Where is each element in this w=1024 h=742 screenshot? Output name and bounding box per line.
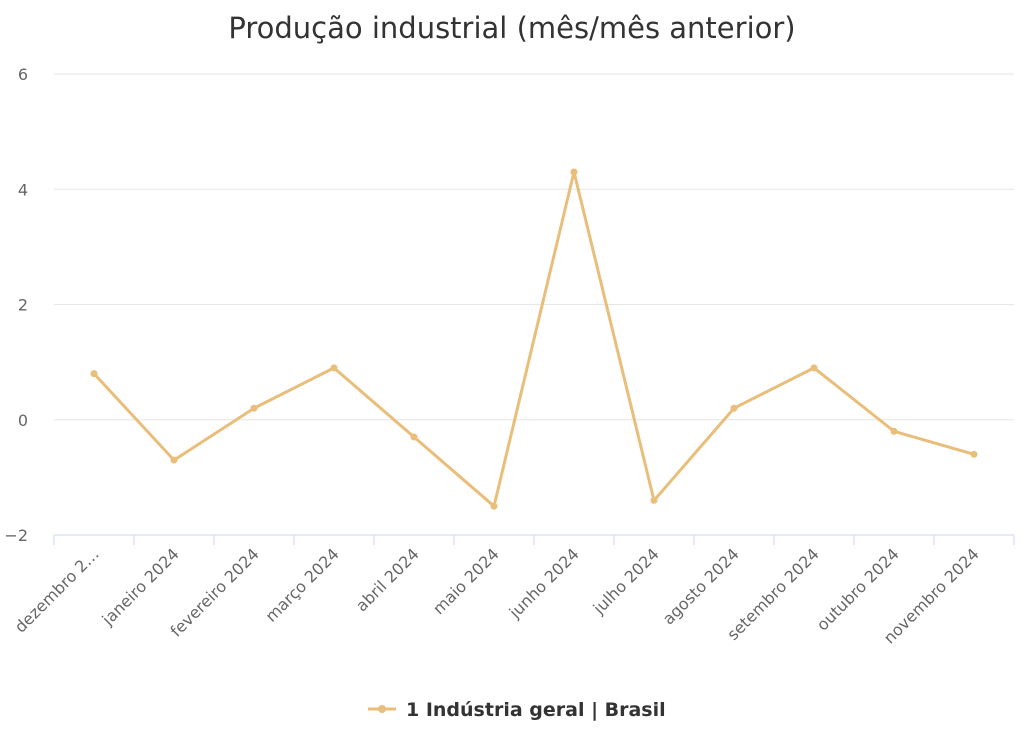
x-tick-label: outubro 2024 <box>813 544 903 634</box>
data-point <box>810 364 818 372</box>
data-point <box>890 427 898 435</box>
y-tick-label: −2 <box>4 526 28 545</box>
data-point <box>650 496 658 504</box>
data-point <box>170 456 178 464</box>
data-point <box>730 404 738 412</box>
y-tick-label: 2 <box>18 296 28 315</box>
x-tick-label: agosto 2024 <box>659 544 743 628</box>
x-tick-label: dezembro 2… <box>11 544 103 636</box>
data-point <box>410 433 418 441</box>
y-tick-label: 0 <box>18 411 28 430</box>
data-point <box>570 168 578 176</box>
legend[interactable]: 1 Indústria geral | Brasil <box>368 699 666 721</box>
series-line <box>92 170 975 508</box>
data-point <box>970 450 978 458</box>
data-point <box>90 370 98 378</box>
data-point <box>490 502 498 510</box>
x-tick-label: julho 2024 <box>589 544 663 618</box>
data-point <box>250 404 258 412</box>
x-tick-label: maio 2024 <box>429 544 503 618</box>
x-tick-label: março 2024 <box>262 544 343 625</box>
x-tick-label: abril 2024 <box>352 544 423 615</box>
chart-title: Produção industrial (mês/mês anterior) <box>228 11 795 45</box>
y-tick-label: 6 <box>18 65 28 84</box>
legend-label: 1 Indústria geral | Brasil <box>406 699 666 721</box>
legend-point-marker <box>378 705 386 713</box>
data-point <box>330 364 338 372</box>
y-tick-label: 4 <box>18 180 28 199</box>
x-tick-label: janeiro 2024 <box>98 544 183 629</box>
x-tick-label: junho 2024 <box>505 544 583 622</box>
